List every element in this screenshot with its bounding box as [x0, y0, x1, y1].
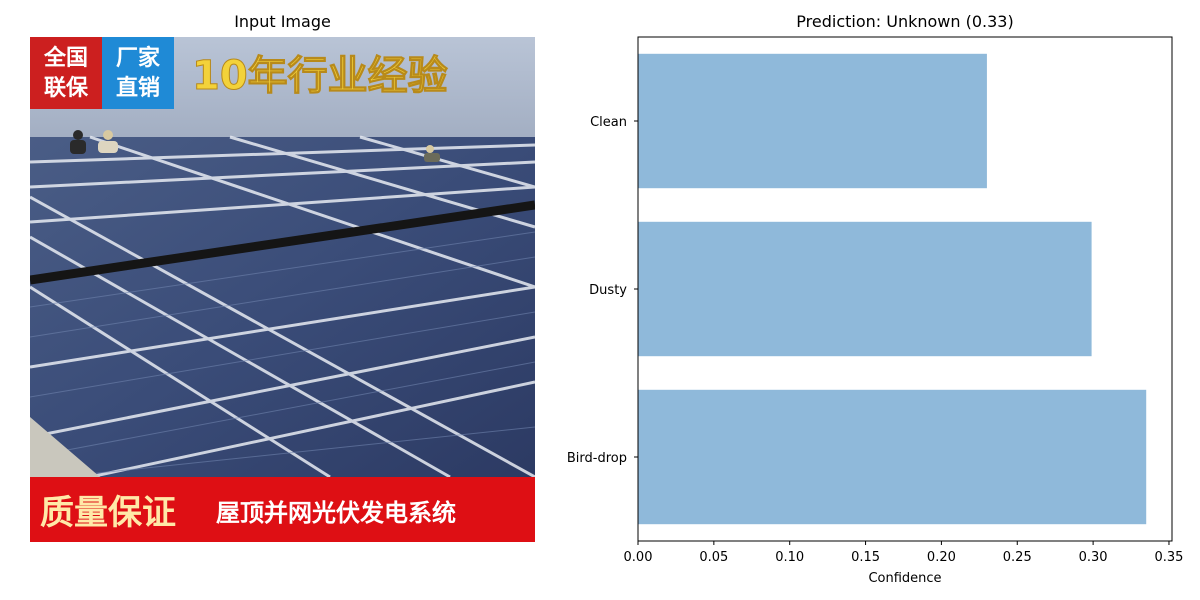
- x-tick-label: 0.10: [775, 550, 804, 565]
- input-image: 全国 联保 厂家 直销 10年行业经验 质量保证 屋顶并网光伏发电系统: [30, 37, 535, 542]
- x-tick-label: 0.00: [624, 550, 653, 565]
- image-panel-title: Input Image: [234, 12, 331, 31]
- y-tick-label: Clean: [590, 115, 627, 130]
- x-tick-label: 0.15: [851, 550, 880, 565]
- x-tick-label: 0.25: [1003, 550, 1032, 565]
- banner-changjia: 厂家: [116, 45, 161, 71]
- banner-zhixiao: 直销: [116, 75, 160, 101]
- banner-quanguo: 全国: [43, 45, 88, 71]
- x-tick-label: 0.35: [1154, 550, 1183, 565]
- banner-lianbao: 联保: [44, 76, 89, 101]
- bar-dusty: [638, 221, 1092, 357]
- x-tick-label: 0.05: [699, 550, 728, 565]
- banner-quality: 质量保证: [40, 493, 176, 533]
- chart-title: Prediction: Unknown (0.33): [796, 12, 1014, 31]
- bar-clean: [638, 53, 987, 189]
- x-tick-label: 0.20: [927, 550, 956, 565]
- x-axis-label: Confidence: [868, 571, 941, 586]
- y-tick-label: Dusty: [589, 283, 627, 298]
- bar-bird-drop: [638, 389, 1147, 525]
- banner-experience: 10年行业经验: [192, 53, 448, 99]
- x-tick-label: 0.30: [1079, 550, 1108, 565]
- banner-system: 屋顶并网光伏发电系统: [216, 499, 456, 527]
- y-tick-label: Bird-drop: [567, 451, 627, 466]
